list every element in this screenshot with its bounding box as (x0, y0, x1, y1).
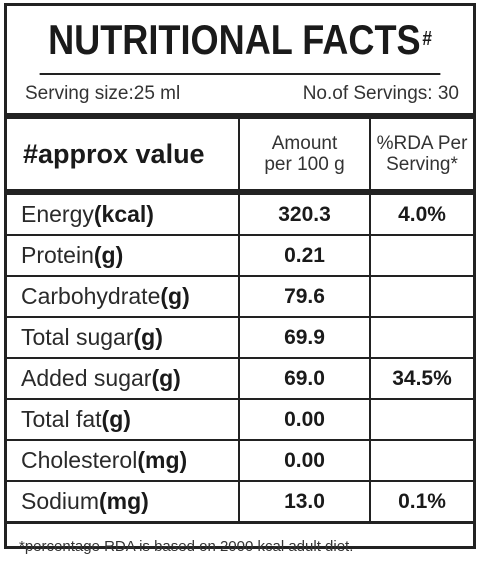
nutrient-label: Added sugar (21, 365, 152, 391)
header-amount-line2: per 100 g (264, 154, 345, 175)
header-rda: %RDA Per Serving* (369, 119, 473, 189)
table-row: Protein (g) 0.21 (7, 236, 473, 277)
nutrient-unit: (g) (151, 365, 181, 391)
nutrient-rda (369, 400, 473, 439)
header-approx-value: #approx value (23, 138, 205, 169)
nutrient-unit: (g) (133, 324, 163, 350)
footnote: *percentage RDA is based on 2000 kcal ad… (19, 537, 354, 555)
nutrient-unit: (g) (101, 406, 131, 432)
header-rda-line1: %RDA Per (376, 133, 468, 154)
table-row: Added sugar (g) 69.0 34.5% (7, 359, 473, 400)
label-title: NUTRITIONAL FACTS # (39, 6, 441, 75)
nutrient-rda (369, 277, 473, 316)
nutrient-rda: 0.1% (369, 482, 473, 521)
nutrient-name: Energy (kcal) (7, 195, 238, 234)
nutrient-label: Total sugar (21, 324, 134, 350)
nutrient-amount: 69.0 (238, 359, 369, 398)
nutrient-label: Cholesterol (21, 447, 138, 473)
nutrient-name: Carbohydrate (g) (7, 277, 238, 316)
table-row: Total sugar (g) 69.9 (7, 318, 473, 359)
table-row: Total fat (g) 0.00 (7, 400, 473, 441)
nutrient-amount: 79.6 (238, 277, 369, 316)
serving-info: Serving size:25 ml No.of Servings: 30 (7, 75, 473, 119)
header-rda-line2: Serving* (386, 154, 458, 175)
table-row: Energy (kcal) 320.3 4.0% (7, 195, 473, 236)
nutrient-label: Protein (21, 242, 94, 268)
nutrient-amount: 0.00 (238, 400, 369, 439)
nutrient-amount: 69.9 (238, 318, 369, 357)
nutrient-unit: (g) (160, 283, 190, 309)
serving-size: Serving size:25 ml (25, 83, 181, 104)
title-mark: # (422, 28, 432, 50)
nutrient-amount: 0.21 (238, 236, 369, 275)
title-text: NUTRITIONAL FACTS (48, 15, 421, 63)
nutrient-label: Total fat (21, 406, 102, 432)
header-amount: Amount per 100 g (238, 119, 369, 189)
nutrient-rda (369, 441, 473, 480)
nutrient-amount: 0.00 (238, 441, 369, 480)
nutrient-rda (369, 236, 473, 275)
nutrient-unit: (mg) (137, 447, 188, 473)
nutrient-name: Total fat (g) (7, 400, 238, 439)
table-row: Cholesterol (mg) 0.00 (7, 441, 473, 482)
table-row: Carbohydrate (g) 79.6 (7, 277, 473, 318)
nutrient-amount: 13.0 (238, 482, 369, 521)
nutrient-label: Carbohydrate (21, 283, 161, 309)
servings-count: No.of Servings: 30 (302, 83, 459, 104)
nutrient-rda: 4.0% (369, 195, 473, 234)
nutrient-amount: 320.3 (238, 195, 369, 234)
nutrition-label: NUTRITIONAL FACTS # Serving size:25 ml No… (4, 3, 476, 555)
nutrient-unit: (g) (93, 242, 124, 268)
nutrient-rda: 34.5% (369, 359, 473, 398)
header-amount-line1: Amount (271, 133, 338, 154)
table-header: #approx value Amount per 100 g %RDA Per … (7, 119, 473, 195)
nutrient-name: Cholesterol (mg) (7, 441, 238, 480)
nutrient-rda (369, 318, 473, 357)
nutrient-label: Energy (21, 201, 94, 227)
nutrient-name: Added sugar (g) (7, 359, 238, 398)
nutrient-unit: (kcal) (93, 201, 154, 227)
nutrient-name: Protein (g) (7, 236, 238, 275)
nutrient-label: Sodium (21, 488, 99, 514)
nutrient-name: Total sugar (g) (7, 318, 238, 357)
nutrient-name: Sodium (mg) (7, 482, 238, 521)
nutrient-unit: (mg) (98, 488, 149, 514)
table-row: Sodium (mg) 13.0 0.1% (7, 482, 473, 524)
